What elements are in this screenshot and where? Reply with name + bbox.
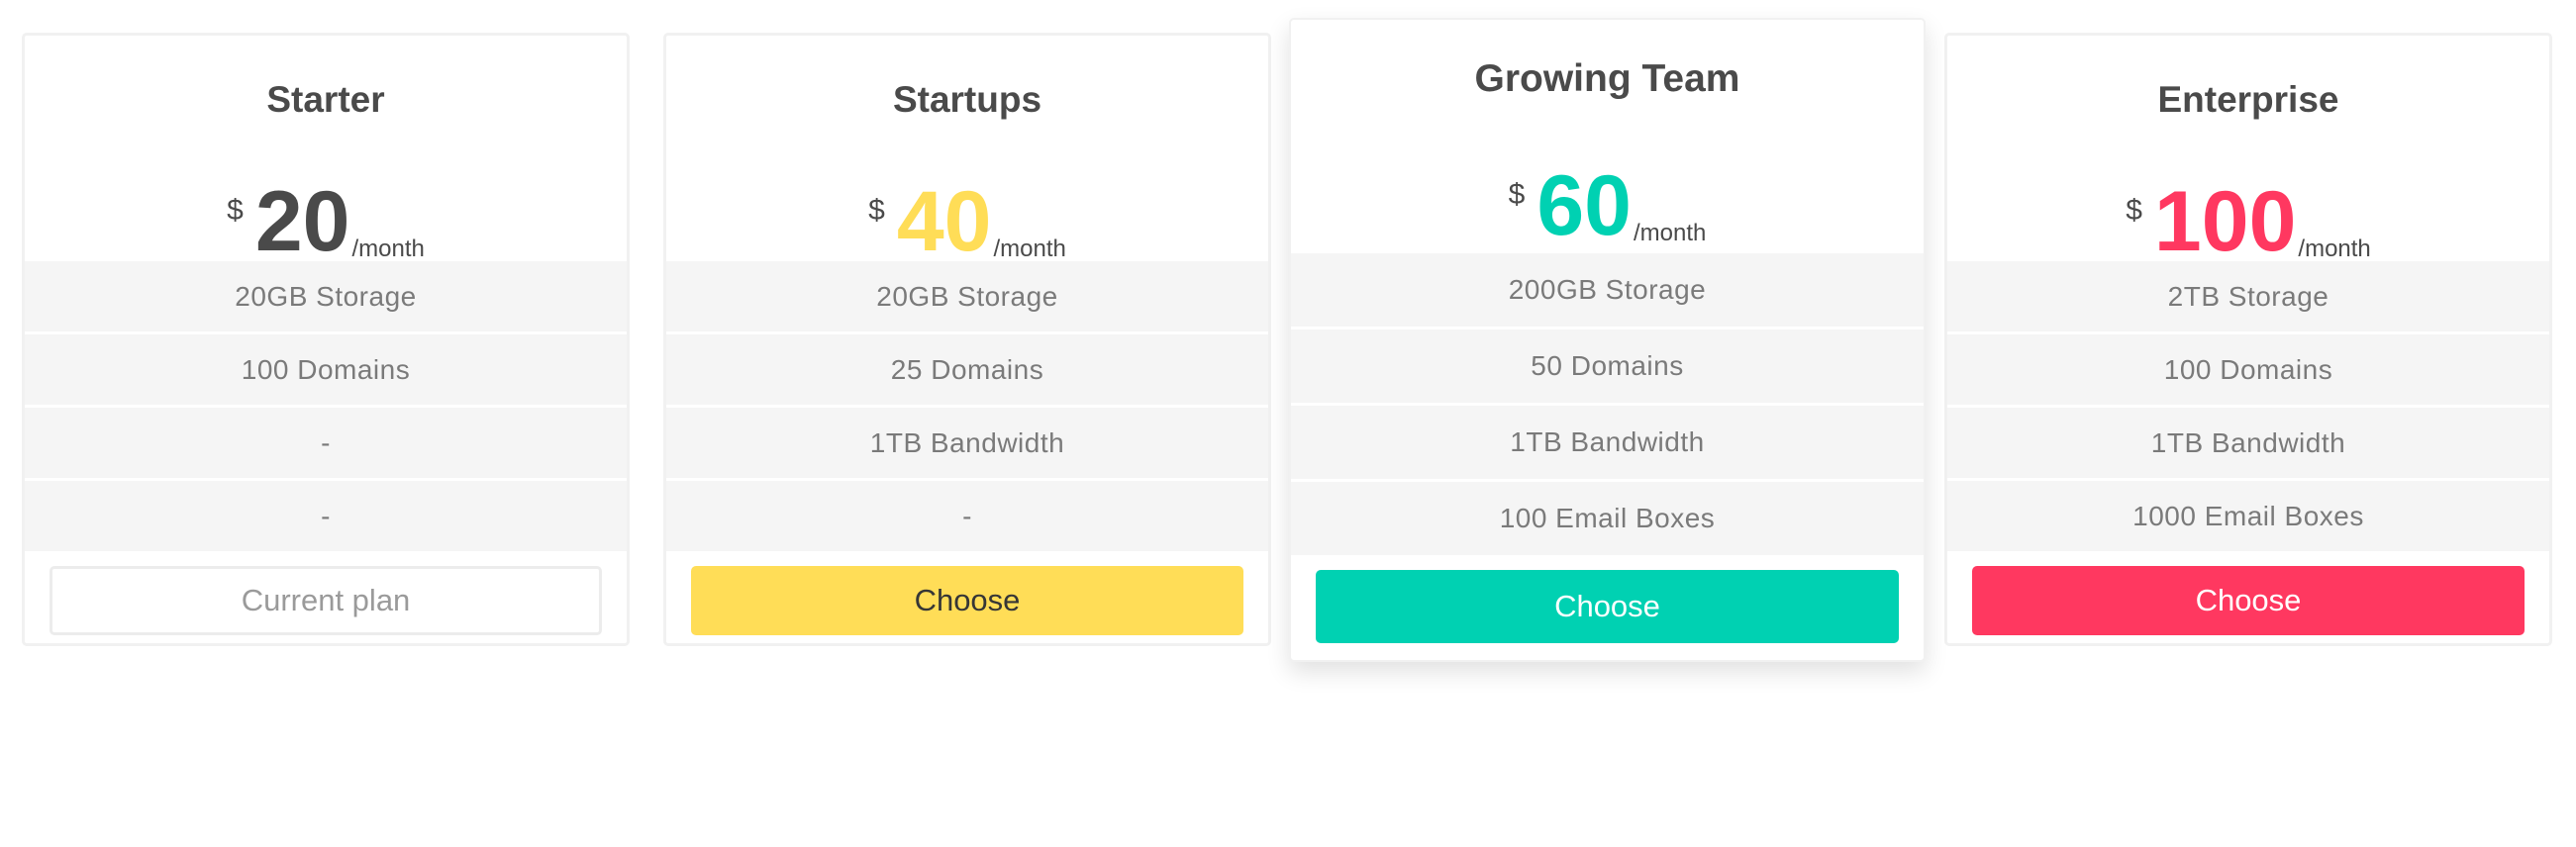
plan-price: $ 60 /month [1291,158,1924,253]
price-period: /month [2298,235,2371,262]
pricing-card-enterprise: Enterprise $ 100 /month 2TB Storage 100 D… [1944,33,2552,646]
feature-row: 100 Email Boxes [1291,482,1924,558]
feature-list: 20GB Storage 100 Domains - - [25,261,627,554]
price-period: /month [1633,220,1707,246]
feature-list: 2TB Storage 100 Domains 1TB Bandwidth 1000 … [1947,261,2549,554]
plan-price: $ 40 /month [666,174,1268,269]
pricing-card-growing-team: Growing Team $ 60 /month 200GB Storage 50… [1289,18,1926,662]
card-footer: Choose [1947,544,2549,643]
card-footer: Choose [666,544,1268,643]
plan-title: Startups [892,79,1042,120]
feature-row: 2TB Storage [1947,261,2549,334]
feature-row: - [25,481,627,554]
card-footer: Current plan [25,544,627,643]
currency-symbol: $ [868,194,885,227]
price-amount: 60 [1536,158,1632,253]
price-amount: 100 [2153,174,2297,269]
plan-title: Enterprise [2157,79,2339,120]
feature-list: 20GB Storage 25 Domains 1TB Bandwidth - [666,261,1268,554]
feature-row: 100 Domains [1947,334,2549,408]
feature-row: 1TB Bandwidth [1291,406,1924,482]
card-header: Growing Team $ 60 /month [1291,20,1924,253]
card-header: Startups $ 40 /month [666,36,1268,269]
feature-row: 100 Domains [25,334,627,408]
currency-symbol: $ [2126,194,2142,227]
feature-row: 25 Domains [666,334,1268,408]
choose-button[interactable]: Choose [1972,566,2525,635]
pricing-card-startups: Startups $ 40 /month 20GB Storage 25 Doma… [663,33,1271,646]
currency-symbol: $ [1508,178,1526,211]
price-amount: 40 [896,174,992,269]
price-amount: 20 [254,174,350,269]
feature-row: 20GB Storage [25,261,627,334]
feature-row: 20GB Storage [666,261,1268,334]
plan-title: Starter [266,79,385,120]
choose-button[interactable]: Choose [691,566,1243,635]
plan-price: $ 100 /month [1947,174,2549,269]
choose-button[interactable]: Choose [1316,570,1899,643]
pricing-card-starter: Starter $ 20 /month 20GB Storage 100 Doma… [22,33,630,646]
feature-row: 200GB Storage [1291,253,1924,329]
feature-row: - [666,481,1268,554]
card-header: Enterprise $ 100 /month [1947,36,2549,269]
plan-price: $ 20 /month [25,174,627,269]
price-period: /month [993,235,1066,262]
feature-list: 200GB Storage 50 Domains 1TB Bandwidth 100 … [1291,253,1924,558]
feature-row: 1TB Bandwidth [666,408,1268,481]
card-header: Starter $ 20 /month [25,36,627,269]
feature-row: - [25,408,627,481]
price-period: /month [351,235,425,262]
feature-row: 50 Domains [1291,329,1924,406]
currency-symbol: $ [227,194,244,227]
current-plan-button[interactable]: Current plan [50,566,602,635]
plan-title: Growing Team [1474,57,1740,100]
feature-row: 1000 Email Boxes [1947,481,2549,554]
card-footer: Choose [1291,541,1924,660]
feature-row: 1TB Bandwidth [1947,408,2549,481]
